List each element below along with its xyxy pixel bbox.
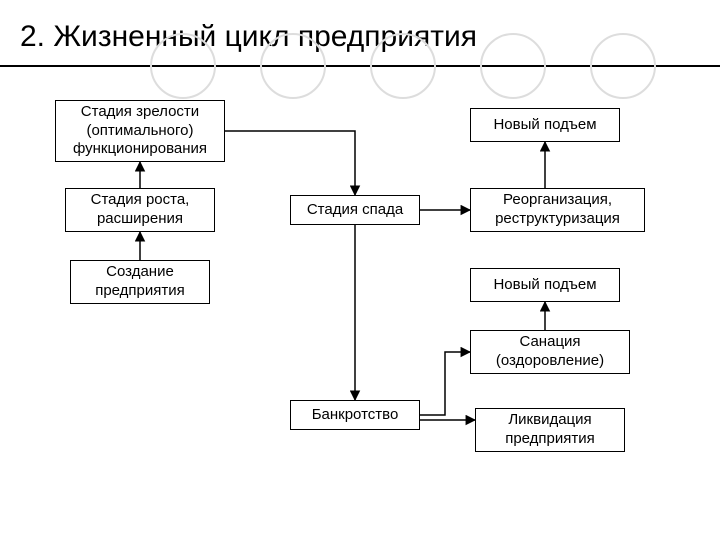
- node-rise1: Новый подъем: [470, 108, 620, 142]
- node-decline: Стадия спада: [290, 195, 420, 225]
- page-title: 2. Жизненный цикл предприятия: [20, 20, 477, 54]
- node-growth: Стадия роста,расширения: [65, 188, 215, 232]
- node-bankruptcy: Банкротство: [290, 400, 420, 430]
- node-creation: Созданиепредприятия: [70, 260, 210, 304]
- edge-maturity-decline: [225, 131, 355, 195]
- node-maturity: Стадия зрелости(оптимального)функциониро…: [55, 100, 225, 162]
- node-sanation: Санация(оздоровление): [470, 330, 630, 374]
- edge-bankruptcy-sanation: [420, 352, 470, 415]
- title-underline: [0, 65, 720, 67]
- node-rise2: Новый подъем: [470, 268, 620, 302]
- node-reorg: Реорганизация,реструктуризация: [470, 188, 645, 232]
- node-liquidation: Ликвидацияпредприятия: [475, 408, 625, 452]
